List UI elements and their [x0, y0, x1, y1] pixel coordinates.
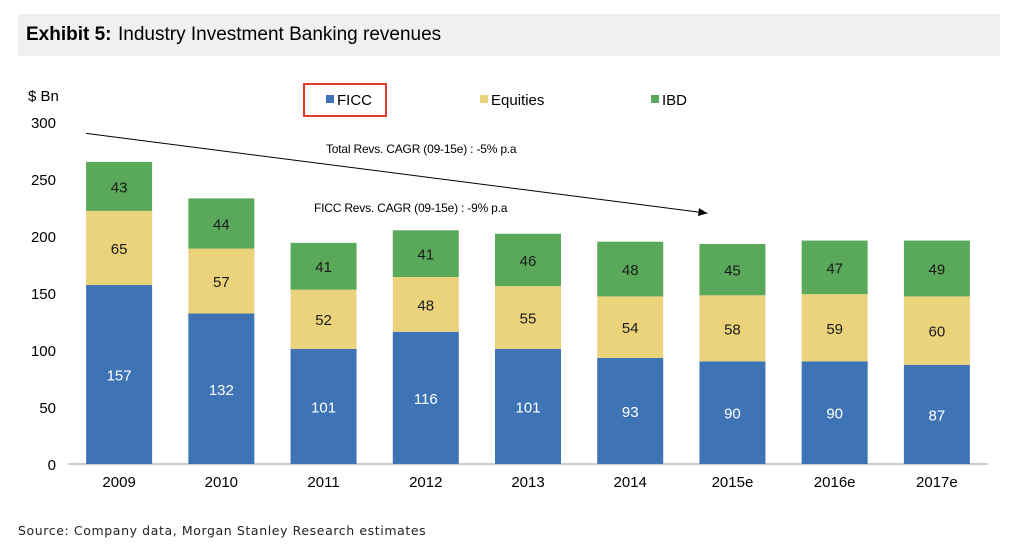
cagr-annotation: Total Revs. CAGR (09-15e) : -5% p.a: [326, 142, 517, 156]
bar-ibd-2017e: [903, 240, 970, 297]
bar-ficc-2011: [290, 348, 357, 464]
bar-equities-2012: [392, 277, 459, 332]
trend-arrow-head: [698, 208, 708, 217]
y-tick-label: 100: [31, 343, 56, 360]
x-tick-label: 2011: [307, 474, 339, 491]
bar-ficc-2010: [188, 313, 255, 464]
cagr-annotation: FICC Revs. CAGR (09-15e) : -9% p.a: [314, 201, 508, 215]
data-label-ibd-2009: 43: [111, 179, 128, 196]
x-tick-label: 2010: [205, 474, 238, 491]
legend-swatch-equities: [480, 95, 488, 103]
x-tick-label: 2017e: [916, 474, 958, 491]
data-label-equities-2013: 55: [520, 311, 537, 328]
data-label-equities-2010: 57: [213, 274, 230, 291]
legend-highlight-box: [303, 83, 387, 117]
data-label-ibd-2016e: 47: [826, 260, 843, 277]
data-label-ficc-2011: 101: [311, 399, 336, 416]
data-label-ibd-2015e: 45: [724, 263, 741, 280]
bar-equities-2014: [597, 296, 664, 358]
bar-ficc-2016e: [801, 361, 868, 464]
data-label-ficc-2010: 132: [209, 382, 234, 399]
data-label-equities-2016e: 59: [826, 321, 843, 338]
bar-ibd-2014: [597, 241, 664, 297]
bar-ibd-2016e: [801, 240, 868, 295]
data-label-ibd-2013: 46: [520, 253, 537, 270]
bar-equities-2015e: [699, 295, 766, 362]
legend-label-equities: Equities: [491, 92, 544, 109]
bar-equities-2017e: [903, 296, 970, 365]
y-axis-unit-label: $ Bn: [28, 88, 59, 105]
data-label-equities-2012: 48: [417, 297, 434, 314]
exhibit-title-bar: Exhibit 5: Industry Investment Banking r…: [18, 14, 1000, 56]
data-label-ficc-2013: 101: [515, 399, 540, 416]
bar-ficc-2013: [495, 348, 561, 464]
x-tick-label: 2015e: [712, 474, 754, 491]
trend-arrow-line: [86, 132, 708, 214]
data-label-equities-2009: 65: [111, 241, 128, 258]
data-label-ficc-2014: 93: [622, 404, 639, 421]
y-tick-label: 300: [31, 115, 56, 132]
legend-swatch-ibd: [651, 95, 659, 103]
data-label-ibd-2012: 41: [417, 247, 434, 264]
legend-label-ficc: FICC: [337, 92, 372, 109]
y-tick-label: 150: [31, 286, 56, 303]
bar-ficc-2014: [597, 357, 664, 464]
data-label-ficc-2017e: 87: [929, 407, 946, 424]
y-tick-label: 200: [31, 229, 56, 246]
source-note: Source: Company data, Morgan Stanley Res…: [18, 523, 427, 538]
x-tick-label: 2013: [511, 474, 544, 491]
y-tick-label: 0: [48, 457, 56, 474]
data-label-equities-2014: 54: [622, 320, 639, 337]
x-tick-label: 2012: [409, 474, 442, 491]
bar-equities-2013: [495, 286, 561, 349]
bar-ficc-2009: [86, 285, 153, 464]
data-label-ficc-2016e: 90: [826, 406, 843, 423]
data-label-ficc-2015e: 90: [724, 406, 741, 423]
exhibit-label: Exhibit 5:: [26, 24, 112, 45]
bar-ibd-2009: [86, 161, 153, 211]
legend-label-ibd: IBD: [662, 92, 687, 109]
data-label-ibd-2010: 44: [213, 216, 230, 233]
data-label-ficc-2009: 157: [107, 368, 132, 385]
bar-ibd-2012: [392, 230, 459, 278]
data-label-ibd-2011: 41: [315, 259, 332, 276]
bar-ibd-2011: [290, 242, 357, 290]
bar-ibd-2010: [188, 198, 255, 249]
data-label-equities-2017e: 60: [929, 324, 946, 341]
y-tick-label: 250: [31, 172, 56, 189]
y-tick-label: 50: [39, 400, 56, 417]
x-tick-label: 2014: [614, 474, 647, 491]
legend-swatch-ficc: [326, 95, 334, 103]
x-tick-label: 2016e: [814, 474, 856, 491]
bar-ibd-2015e: [699, 243, 766, 296]
exhibit-title: Industry Investment Banking revenues: [118, 24, 442, 45]
x-tick-label: 2009: [102, 474, 135, 491]
data-label-ibd-2014: 48: [622, 262, 639, 279]
bar-ficc-2015e: [699, 361, 766, 464]
data-label-ficc-2012: 116: [414, 391, 438, 408]
bar-equities-2016e: [801, 294, 868, 362]
data-label-equities-2015e: 58: [724, 321, 741, 338]
bar-equities-2009: [86, 210, 153, 286]
data-label-equities-2011: 52: [315, 312, 332, 329]
bar-ficc-2012: [392, 331, 459, 464]
bar-equities-2010: [188, 248, 255, 314]
bar-ficc-2017e: [903, 364, 970, 464]
bar-ibd-2013: [495, 233, 561, 287]
data-label-ibd-2017e: 49: [929, 261, 946, 278]
bar-equities-2011: [290, 289, 357, 349]
